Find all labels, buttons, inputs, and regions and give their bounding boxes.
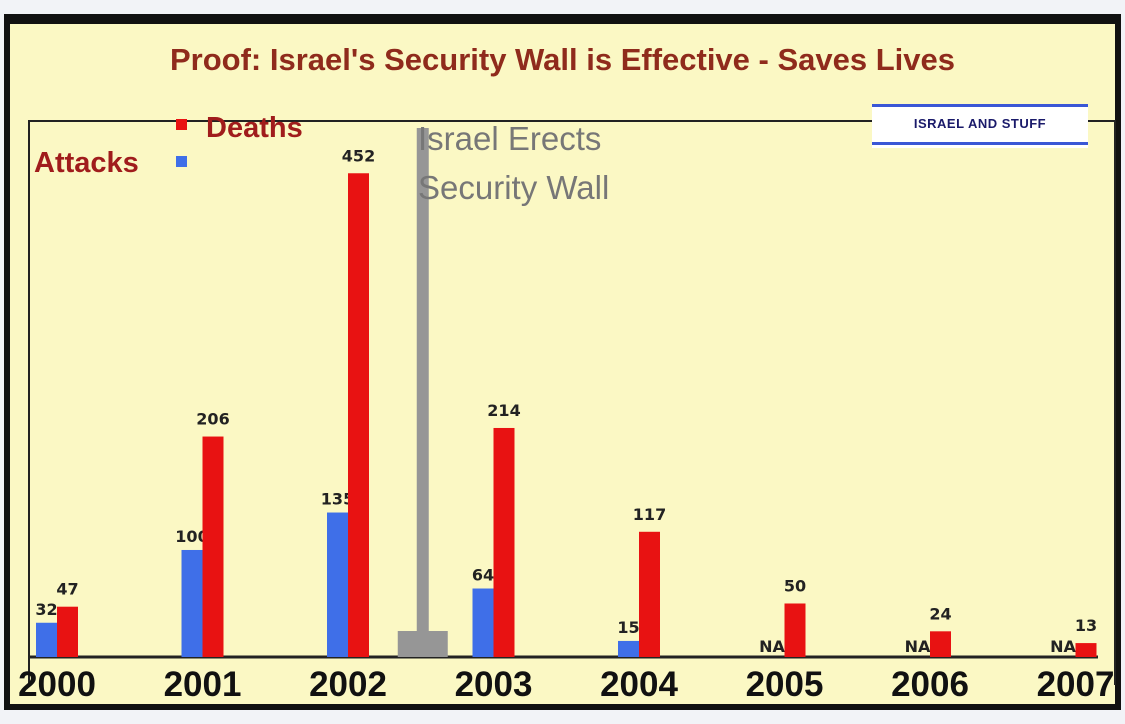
label-deaths-2000: 47 <box>56 580 78 599</box>
bar-attacks-2001 <box>182 550 203 657</box>
bar-deaths-2004 <box>639 532 660 657</box>
annotation-line-2: Security Wall <box>418 169 609 206</box>
label-deaths-2007: 13 <box>1075 616 1097 635</box>
annotation-line-1: Israel Erects <box>418 120 601 157</box>
label-attacks-2005: NA <box>759 637 785 656</box>
tick-label-2003: 2003 <box>455 665 533 704</box>
label-attacks-2000: 32 <box>35 600 57 619</box>
tick-label-2000: 2000 <box>18 665 96 704</box>
tick-label-2004: 2004 <box>600 665 678 704</box>
tick-label-2001: 2001 <box>164 665 242 704</box>
label-attacks-2004: 15 <box>617 618 639 637</box>
legend-swatch-deaths <box>176 119 187 130</box>
bar-attacks-2004 <box>618 641 639 657</box>
bar-deaths-2000 <box>57 607 78 657</box>
label-deaths-2002: 452 <box>342 146 375 165</box>
bar-deaths-2007 <box>1076 643 1097 657</box>
label-deaths-2005: 50 <box>784 576 806 595</box>
bar-deaths-2006 <box>930 631 951 657</box>
label-attacks-2006: NA <box>905 637 931 656</box>
label-deaths-2006: 24 <box>929 604 951 623</box>
tick-label-2005: 2005 <box>746 665 824 704</box>
label-deaths-2001: 206 <box>196 410 229 429</box>
tick-label-2007: 2007 <box>1037 665 1115 704</box>
bar-deaths-2001 <box>203 437 224 657</box>
legend-label-attacks: Attacks <box>34 147 139 179</box>
bar-attacks-2003 <box>473 589 494 657</box>
bar-deaths-2003 <box>494 428 515 657</box>
bar-deaths-2005 <box>785 603 806 657</box>
label-deaths-2004: 117 <box>633 505 666 524</box>
tick-label-2002: 2002 <box>309 665 387 704</box>
chart-panel: Proof: Israel's Security Wall is Effecti… <box>10 24 1115 704</box>
israel-and-stuff-logo: ISRAEL AND STUFF <box>872 104 1088 148</box>
security-wall-post <box>417 128 429 656</box>
tick-label-2006: 2006 <box>891 665 969 704</box>
bar-attacks-2002 <box>327 513 348 657</box>
legend-swatch-attacks <box>176 156 187 167</box>
label-attacks-2003: 64 <box>472 566 494 585</box>
logo-text: ISRAEL AND STUFF <box>872 116 1088 131</box>
bar-deaths-2002 <box>348 173 369 657</box>
bar-attacks-2000 <box>36 623 57 657</box>
legend-label-deaths: Deaths <box>206 112 303 144</box>
security-wall-base <box>398 631 448 657</box>
label-deaths-2003: 214 <box>487 401 520 420</box>
label-attacks-2007: NA <box>1050 637 1076 656</box>
